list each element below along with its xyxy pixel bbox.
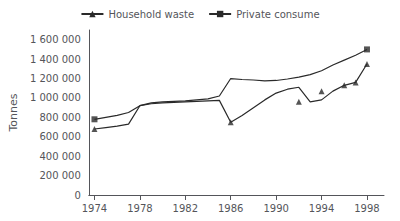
svg-text:200 000: 200 000 <box>39 170 80 181</box>
svg-text:400 000: 400 000 <box>39 151 80 162</box>
svg-text:0: 0 <box>74 190 80 201</box>
svg-text:1990: 1990 <box>263 203 288 214</box>
svg-text:1994: 1994 <box>309 203 334 214</box>
svg-text:1974: 1974 <box>82 203 107 214</box>
svg-text:1986: 1986 <box>218 203 243 214</box>
svg-text:800 000: 800 000 <box>39 112 80 123</box>
svg-text:1 000 000: 1 000 000 <box>30 92 81 103</box>
svg-text:Household waste: Household waste <box>108 9 194 20</box>
svg-text:Private consume: Private consume <box>236 9 319 20</box>
svg-text:1 600 000: 1 600 000 <box>30 34 81 45</box>
svg-text:1 200 000: 1 200 000 <box>30 73 81 84</box>
svg-text:1982: 1982 <box>173 203 198 214</box>
svg-text:600 000: 600 000 <box>39 131 80 142</box>
svg-text:1 400 000: 1 400 000 <box>30 54 81 65</box>
svg-text:Tonnes: Tonnes <box>7 93 20 132</box>
svg-text:1998: 1998 <box>354 203 379 214</box>
svg-text:1978: 1978 <box>127 203 152 214</box>
